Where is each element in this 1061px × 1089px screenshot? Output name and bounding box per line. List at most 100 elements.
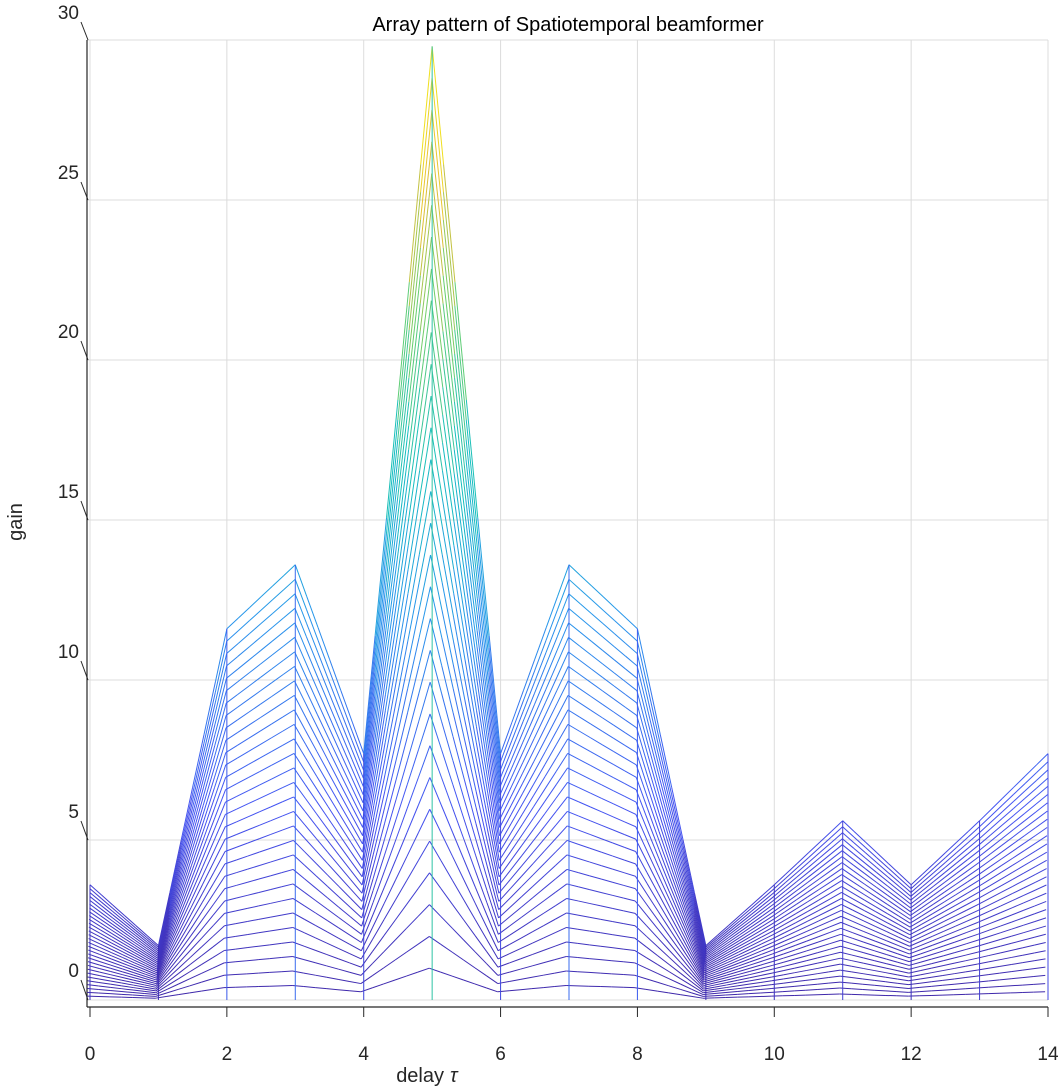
series-line-segment [110,967,123,973]
series-line-segment [908,986,920,989]
series-line-segment [830,856,843,866]
series-line-segment [668,950,682,964]
series-line-segment [887,867,900,879]
series-line-segment [87,987,99,990]
series-line-segment [259,723,272,732]
series-line-segment [783,940,796,946]
series-line-segment [794,984,806,987]
series-line-segment [178,992,190,996]
series-line-segment [874,940,887,946]
series-line-segment [406,693,420,737]
series-line-segment [874,984,886,987]
x-tick-label: 8 [632,1044,643,1065]
series-line-segment [191,805,204,845]
series-line-segment [646,851,660,877]
series-line-segment [910,886,923,897]
series-line-segment [1013,790,1026,802]
series-line-segment [168,893,181,929]
series-line-segment [602,677,615,687]
series-line-segment [350,888,363,902]
series-line-segment [134,934,147,945]
series-line-segment [624,732,637,741]
series-line-segment [795,916,808,924]
series-line-segment [271,674,284,684]
series-line-segment [726,959,739,966]
series-line-segment [898,924,911,932]
series-line-segment [236,868,248,874]
series-line-segment [796,857,809,869]
series-line-segment [762,903,775,913]
series-line-segment [89,892,102,903]
series-line-segment [1036,753,1049,766]
series-line-segment [169,845,182,897]
series-line-segment [680,951,693,969]
series-line-segment [647,755,661,797]
series-line-segment [452,640,466,701]
series-line-segment [591,627,604,638]
series-line-segment [761,915,774,924]
series-line-segment [920,931,933,938]
series-line-segment [681,877,695,918]
series-line-segment [201,882,214,903]
series-line-segment [1012,872,1025,880]
series-line-segment [304,838,317,852]
series-line-segment [386,399,399,518]
series-line-segment [771,974,784,978]
series-line-segment [715,962,728,969]
series-line-segment [510,824,523,843]
series-line-segment [155,992,168,997]
series-line-segment [865,841,878,854]
series-line-segment [214,715,227,757]
series-line-segment [417,904,430,917]
series-line-segment [784,926,796,934]
series-line-segment [795,911,808,919]
series-line-segment [589,875,602,880]
series-line-segment [624,757,637,766]
series-line-segment [784,890,797,900]
series-line-segment [350,897,363,911]
series-line-segment [134,954,147,962]
series-line-segment [442,219,456,331]
series-line-segment [133,967,146,973]
series-line-segment [636,727,649,767]
series-line-segment [235,920,248,925]
series-line-segment [201,861,215,886]
series-line-segment [339,834,352,853]
series-line-segment [601,865,613,870]
series-line-segment [726,957,739,964]
series-line-segment [943,946,955,952]
series-line-segment [488,696,501,795]
series-line-segment [123,914,136,926]
series-line-segment [145,965,158,972]
series-line-segment [647,766,660,806]
series-line-segment [213,752,227,788]
series-line-segment [967,850,980,860]
series-line-segment [246,959,259,962]
series-line-segment [123,917,136,929]
series-line-segment [988,918,1001,925]
series-line-segment [292,898,305,907]
series-line-segment [395,664,409,721]
series-line-segment [464,759,477,808]
series-line-segment [534,639,547,671]
series-line-segment [1035,827,1048,836]
series-line-segment [372,823,386,867]
series-line-segment [749,940,762,947]
series-line-segment [453,401,467,501]
series-line-segment [316,838,329,853]
series-line-segment [670,801,684,851]
series-line-segment [556,593,570,624]
series-line-segment [796,886,809,896]
series-line-segment [942,983,955,986]
series-line-segment [1011,932,1024,937]
series-line-segment [406,971,419,977]
series-line-segment [739,904,752,916]
series-line-segment [429,809,442,834]
series-line-segment [294,666,307,691]
series-line-segment [168,877,182,918]
series-line-segment [258,889,271,893]
series-line-segment [282,796,294,803]
series-line-segment [714,994,726,997]
series-line-segment [635,789,648,820]
series-line-segment [487,732,501,820]
